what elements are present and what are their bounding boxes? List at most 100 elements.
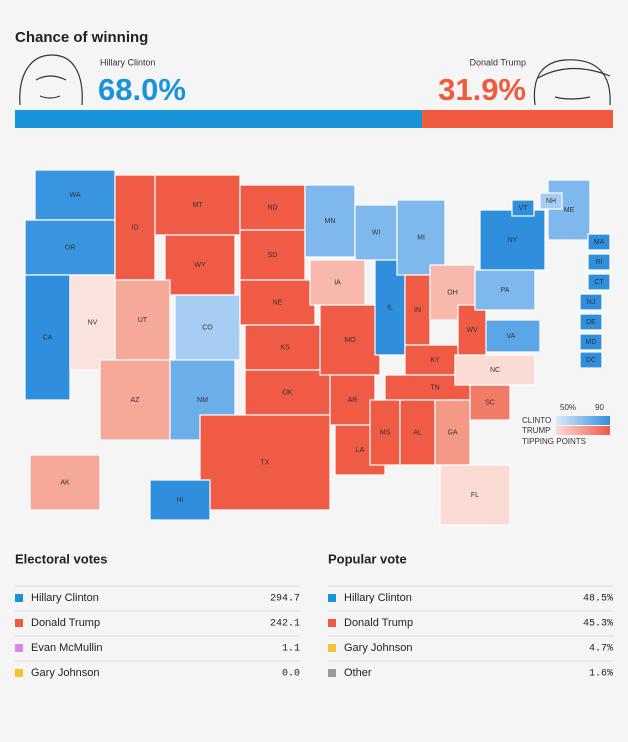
swatch bbox=[328, 619, 336, 627]
row-value: 1.6% bbox=[589, 669, 613, 680]
legend-label: 50% bbox=[560, 403, 576, 412]
state bbox=[587, 253, 611, 271]
state bbox=[239, 279, 316, 326]
state-label: OR bbox=[65, 244, 76, 251]
legend-label: 90 bbox=[595, 403, 604, 412]
state-label: MS bbox=[380, 429, 391, 436]
row-value: 45.3% bbox=[583, 619, 613, 630]
state-label: ID bbox=[132, 224, 139, 231]
state bbox=[579, 333, 603, 351]
swatch bbox=[328, 594, 336, 602]
state-label: WA bbox=[69, 192, 80, 199]
legend-label: CLINTO bbox=[522, 416, 551, 425]
row-value: 294.7 bbox=[270, 594, 300, 605]
state-label: NV bbox=[88, 319, 98, 326]
state-label: TX bbox=[261, 459, 270, 466]
table-title: Electoral votes bbox=[15, 551, 108, 566]
state-label: MT bbox=[192, 202, 203, 209]
state bbox=[354, 204, 398, 261]
state-label: ME bbox=[564, 207, 575, 214]
state-label: TN bbox=[430, 384, 439, 391]
state-label: KY bbox=[430, 357, 440, 364]
state-label: GA bbox=[447, 429, 457, 436]
state bbox=[329, 374, 376, 426]
chance-label: 68.0% bbox=[98, 72, 186, 107]
row-name: Donald Trump bbox=[31, 617, 100, 629]
state-label: AL bbox=[413, 429, 422, 436]
row-value: 4.7% bbox=[589, 644, 613, 655]
row-name: Other bbox=[344, 667, 372, 679]
candidate-name: Donald Trump bbox=[469, 57, 526, 67]
row-name: Hillary Clinton bbox=[31, 592, 99, 604]
swatch bbox=[328, 669, 336, 677]
swatch bbox=[328, 644, 336, 652]
state bbox=[239, 184, 306, 231]
state bbox=[374, 259, 406, 356]
state bbox=[579, 313, 603, 331]
state bbox=[69, 274, 116, 371]
title: Chance of winning bbox=[15, 29, 148, 46]
row-value: 242.1 bbox=[270, 619, 300, 630]
state-label: OH bbox=[447, 289, 458, 296]
state bbox=[319, 304, 381, 376]
state-label: VT bbox=[519, 205, 529, 212]
state-label: AK bbox=[60, 479, 70, 486]
state bbox=[434, 399, 471, 466]
state bbox=[474, 269, 536, 311]
state-label: MA bbox=[594, 239, 605, 246]
state bbox=[587, 233, 611, 251]
state-label: CT bbox=[594, 279, 604, 286]
state bbox=[587, 273, 611, 291]
state bbox=[547, 179, 591, 241]
chance-bar bbox=[422, 110, 613, 128]
state-label: VA bbox=[507, 333, 516, 340]
row-name: Gary Johnson bbox=[31, 667, 99, 679]
row-value: 0.0 bbox=[282, 669, 300, 680]
row-value: 48.5% bbox=[583, 594, 613, 605]
legend-ramp bbox=[556, 426, 610, 435]
state-label: NC bbox=[490, 367, 500, 374]
clinton-sketch bbox=[19, 54, 83, 106]
state bbox=[539, 192, 563, 210]
state-label: SC bbox=[485, 399, 495, 406]
state bbox=[454, 354, 536, 386]
state-label: PA bbox=[501, 287, 510, 294]
swatch bbox=[15, 644, 23, 652]
state-label: CO bbox=[202, 324, 213, 331]
state-label: WI bbox=[372, 229, 381, 236]
row-name: Hillary Clinton bbox=[344, 592, 412, 604]
row-value: 1.1 bbox=[282, 644, 300, 655]
state-label: SD bbox=[268, 252, 278, 259]
table-title: Popular vote bbox=[328, 551, 407, 566]
chance-bar bbox=[15, 110, 423, 128]
swatch bbox=[15, 594, 23, 602]
row-name: Donald Trump bbox=[344, 617, 413, 629]
state-label: HI bbox=[177, 497, 184, 504]
state bbox=[149, 479, 211, 521]
candidate-name: Hillary Clinton bbox=[100, 57, 156, 67]
swatch bbox=[15, 619, 23, 627]
state-label: MN bbox=[325, 218, 336, 225]
us-map: WA OR CA NV ID MT WY UT CO AZ NM ND SD NE KS OK TX MN IA MO… bbox=[24, 169, 611, 526]
state-label: IN bbox=[414, 307, 421, 314]
state bbox=[244, 324, 326, 371]
trump-sketch bbox=[533, 59, 611, 106]
state-label: KS bbox=[280, 344, 290, 351]
state-label: NM bbox=[197, 397, 208, 404]
legend-label: TRUMP bbox=[522, 426, 550, 435]
legend-label: TIPPING POINTS bbox=[522, 437, 586, 446]
state bbox=[164, 234, 236, 296]
row-name: Evan McMullin bbox=[31, 642, 103, 654]
row-name: Gary Johnson bbox=[344, 642, 412, 654]
legend-ramp bbox=[556, 416, 610, 425]
state bbox=[199, 414, 331, 511]
state-label: NH bbox=[546, 198, 556, 205]
state-label: LA bbox=[356, 447, 365, 454]
state-label: MO bbox=[344, 337, 356, 344]
state bbox=[114, 174, 156, 281]
state-label: NE bbox=[273, 299, 283, 306]
state-label: OK bbox=[282, 389, 292, 396]
state-label: MI bbox=[417, 234, 425, 241]
